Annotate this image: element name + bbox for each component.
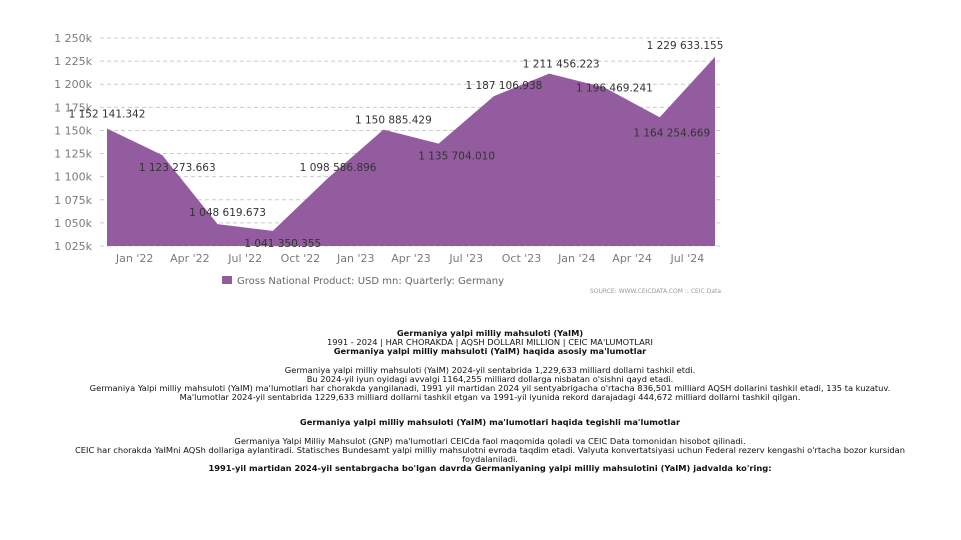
- y-axis-ticks: 1 025k 1 050k 1 075k 1 100k 1 125k 1 150k 1 17…: [54, 32, 92, 253]
- x-tick-label: Jul '24: [669, 252, 704, 265]
- y-tick-label: 1 100k: [54, 171, 92, 184]
- x-tick-label: Apr '24: [612, 252, 652, 265]
- gnp-area-chart: 1 025k 1 050k 1 075k 1 100k 1 125k 1 150k 1 17…: [54, 32, 724, 295]
- area-series: [107, 56, 715, 246]
- data-label: 1 150 885.429: [355, 115, 432, 127]
- x-tick-label: Oct '22: [281, 252, 321, 265]
- data-label: 1 048 619.673: [189, 207, 266, 219]
- y-tick-label: 1 175k: [54, 101, 92, 114]
- y-tick-label: 1 200k: [54, 78, 92, 91]
- y-tick-label: 1 250k: [54, 32, 92, 45]
- legend-swatch: [222, 276, 232, 284]
- data-label: 1 098 586.896: [300, 162, 377, 174]
- data-label: 1 135 704.010: [418, 151, 495, 163]
- x-tick-label: Oct '23: [502, 252, 542, 265]
- y-tick-label: 1 125k: [54, 148, 92, 161]
- data-label: 1 211 456.223: [523, 59, 600, 71]
- page-title: Germaniya yalpi milliy mahsuloti (YaIM): [396, 328, 584, 338]
- fact-2: Bu 2024-yil iyun oyidagi avvalgi 1164,25…: [306, 374, 674, 384]
- y-tick-label: 1 225k: [54, 55, 92, 68]
- x-tick-label: Apr '23: [391, 252, 431, 265]
- key-facts-heading: Germaniya yalpi milliy mahsuloti (YaIM) …: [333, 346, 647, 356]
- related-2: CEIC har chorakda YaIMni AQSh dollariga …: [74, 445, 906, 464]
- y-tick-label: 1 025k: [54, 240, 92, 253]
- data-label: 1 187 106.938: [465, 80, 542, 92]
- fact-4: Ma'lumotlar 2024-yil sentabrida 1229,633…: [179, 392, 801, 402]
- legend: Gross National Product: USD mn: Quarterl…: [222, 276, 504, 287]
- x-tick-label: Jan '22: [115, 252, 153, 265]
- y-tick-label: 1 050k: [54, 217, 92, 230]
- data-label: 1 196 469.241: [576, 82, 653, 94]
- fact-1: Germaniya yalpi milliy mahsuloti (YaIM) …: [284, 365, 696, 375]
- fact-3: Germaniya Yalpi milliy mahsuloti (YaIM) …: [89, 383, 891, 393]
- data-label: 1 123 273.663: [139, 162, 216, 174]
- description-block: Germaniya yalpi milliy mahsuloti (YaIM) …: [60, 329, 920, 473]
- series-meta: 1991 - 2024 | HAR CHORAKDA | AQSH DOLLAR…: [327, 337, 653, 347]
- table-prompt: 1991-yil martidan 2024-yil sentabrgacha …: [208, 463, 772, 473]
- data-label: 1 164 254.669: [633, 127, 710, 139]
- x-tick-label: Apr '22: [170, 252, 210, 265]
- related-info-heading: Germaniya yalpi milliy mahsuloti (YaIM) …: [299, 417, 681, 427]
- data-label: 1 152 141.342: [69, 108, 146, 120]
- x-tick-label: Jul '23: [448, 252, 483, 265]
- x-tick-label: Jul '22: [227, 252, 262, 265]
- data-label: 1 229 633.155: [647, 40, 724, 52]
- data-labels: 1 152 141.342 1 123 273.663 1 048 619.673 1…: [69, 40, 724, 250]
- y-tick-label: 1 150k: [54, 124, 92, 137]
- source-note: SOURCE: WWW.CEICDATA.COM :: CEIC Data: [590, 288, 721, 295]
- y-tick-label: 1 075k: [54, 194, 92, 207]
- legend-label: Gross National Product: USD mn: Quarterl…: [237, 276, 504, 287]
- x-tick-label: Jan '24: [557, 252, 595, 265]
- x-axis-ticks: Jan '22 Apr '22 Jul '22 Oct '22 Jan '23 Apr '…: [115, 252, 704, 265]
- related-1: Germaniya Yalpi Milliy Mahsulot (GNP) ma…: [234, 436, 746, 446]
- x-tick-label: Jan '23: [336, 252, 374, 265]
- data-label: 1 041 350.355: [244, 238, 321, 250]
